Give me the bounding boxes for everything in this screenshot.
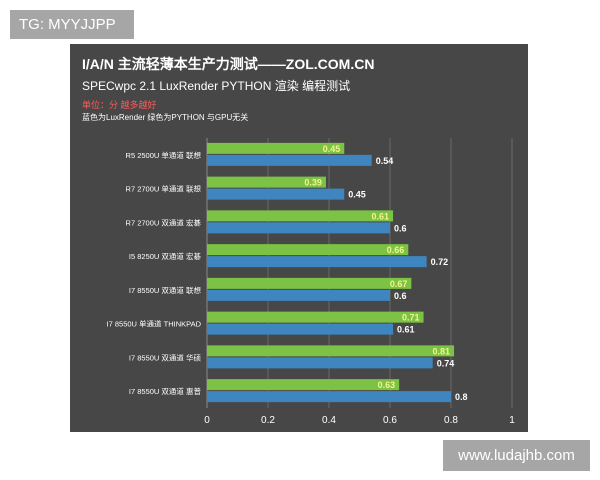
python-bar: [207, 176, 326, 188]
chart-subtitle: SPECwpc 2.1 LuxRender PYTHON 渲染 编程测试: [82, 79, 351, 93]
category-label: R7 2700U 双通道 宏碁: [126, 217, 202, 227]
luxrender-bar: [207, 256, 427, 268]
python-bar: [207, 142, 345, 154]
luxrender-value-label: 0.54: [376, 156, 394, 166]
luxrender-bar: [207, 154, 372, 166]
tg-tag: TG: MYYJJPP: [10, 10, 134, 39]
luxrender-bar: [207, 188, 345, 200]
x-tick-label: 0.4: [322, 415, 336, 426]
python-value-label: 0.66: [387, 245, 405, 255]
python-value-label: 0.45: [323, 144, 341, 154]
x-tick-label: 0.6: [383, 415, 397, 426]
site-watermark: www.ludajhb.com: [443, 440, 590, 471]
category-label: R5 2500U 单通道 联想: [126, 150, 202, 160]
luxrender-bar: [207, 289, 390, 301]
chart-title: I/A/N 主流轻薄本生产力测试——ZOL.COM.CN: [82, 56, 375, 72]
python-bar: [207, 345, 455, 357]
luxrender-value-label: 0.72: [431, 257, 449, 267]
x-tick-label: 0.8: [444, 415, 458, 426]
category-label: I7 8550U 双通道 华硕: [129, 352, 202, 362]
luxrender-bar: [207, 357, 433, 369]
unit-note: 单位：分 越多越好: [82, 100, 157, 110]
python-value-label: 0.71: [402, 313, 420, 323]
category-label: I7 8550U 双通道 惠普: [129, 386, 202, 396]
luxrender-value-label: 0.8: [455, 392, 468, 402]
category-label: I7 8550U 单通道 THINKPAD: [107, 319, 202, 329]
x-tick-label: 1: [509, 415, 515, 426]
python-bar: [207, 210, 394, 222]
legend-note: 蓝色为LuxRender 绿色为PYTHON 与GPU无关: [82, 113, 249, 122]
python-bar: [207, 244, 409, 256]
python-bar: [207, 311, 424, 323]
python-value-label: 0.63: [378, 380, 396, 390]
python-value-label: 0.61: [372, 211, 390, 221]
category-label: I7 8550U 双通道 联想: [129, 285, 202, 295]
category-label: I5 8250U 双通道 宏碁: [129, 251, 202, 261]
category-label: R7 2700U 单通道 联想: [126, 184, 202, 194]
python-value-label: 0.39: [304, 178, 322, 188]
chart-panel: I/A/N 主流轻薄本生产力测试——ZOL.COM.CN SPECwpc 2.1…: [70, 44, 528, 432]
x-tick-label: 0.2: [261, 415, 275, 426]
luxrender-value-label: 0.6: [394, 291, 407, 301]
python-value-label: 0.67: [390, 279, 408, 289]
luxrender-value-label: 0.45: [348, 190, 366, 200]
luxrender-value-label: 0.74: [437, 358, 455, 368]
luxrender-bar: [207, 391, 451, 403]
luxrender-value-label: 0.6: [394, 223, 407, 233]
luxrender-bar: [207, 323, 394, 335]
luxrender-value-label: 0.61: [397, 325, 415, 335]
python-bar: [207, 379, 400, 391]
luxrender-bar: [207, 222, 390, 234]
x-tick-label: 0: [204, 415, 210, 426]
bar-chart: 0 0.2 0.4 0.6 0.8 1R5 2500U 单通道 联想0.450.54R7 …: [107, 138, 515, 426]
python-value-label: 0.81: [433, 346, 451, 356]
python-bar: [207, 277, 412, 289]
